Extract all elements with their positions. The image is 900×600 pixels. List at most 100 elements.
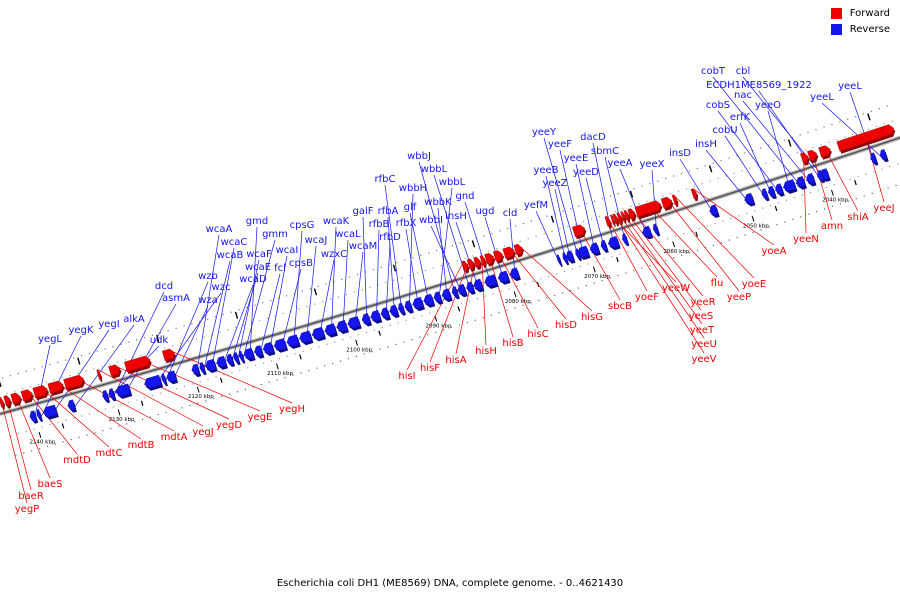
gene-label[interactable]: wbbH	[399, 183, 427, 194]
gene-wzc[interactable]	[144, 374, 162, 389]
gene-rfbB[interactable]	[370, 309, 382, 322]
gene-label[interactable]: yegH	[279, 404, 305, 415]
gene-label[interactable]: yeeA	[607, 158, 632, 169]
gene-cobT[interactable]	[795, 176, 806, 188]
gene-wcaB[interactable]	[199, 362, 206, 373]
gene-hisC[interactable]	[492, 250, 503, 262]
gene-erfK[interactable]	[768, 185, 776, 197]
gene-alkA[interactable]	[67, 399, 76, 411]
gene-hisB[interactable]	[484, 252, 495, 265]
gene-hisF[interactable]	[466, 258, 475, 270]
gene-mdtA[interactable]	[63, 374, 85, 390]
gene-label[interactable]: cpsG	[290, 220, 315, 231]
gene-insH[interactable]	[473, 278, 484, 291]
gene-label[interactable]: wbbI	[419, 215, 443, 226]
gene-wbbL[interactable]	[433, 291, 442, 303]
gene-wcaM[interactable]	[347, 316, 361, 329]
gene-gmm[interactable]	[239, 350, 245, 362]
gene-label[interactable]: yeeP	[727, 292, 751, 303]
gene-yeeS[interactable]	[623, 210, 629, 221]
gene-label[interactable]: yegJ	[192, 427, 213, 438]
gene-label[interactable]: wcaB	[217, 250, 244, 261]
gene-shiA[interactable]	[818, 145, 831, 158]
gene-yoeF[interactable]	[604, 215, 611, 227]
gene-fcl[interactable]	[254, 345, 264, 357]
gene-label[interactable]: udk	[150, 335, 169, 346]
gene-label[interactable]: yeeB	[533, 165, 558, 176]
gene-wzb[interactable]	[161, 373, 167, 384]
gene-yeeA[interactable]	[641, 225, 652, 238]
gene-label[interactable]: wcaC	[221, 237, 248, 248]
gene-wzxC[interactable]	[311, 326, 325, 340]
gene-label[interactable]: hisC	[527, 329, 548, 340]
gene-mdtD[interactable]	[20, 389, 33, 402]
gene-label[interactable]: yeeO	[755, 100, 781, 111]
gene-insD[interactable]	[709, 204, 719, 216]
gene-yegE[interactable]	[124, 355, 151, 372]
gene-wcaI[interactable]	[262, 341, 275, 354]
gene-glf[interactable]	[423, 293, 435, 306]
gene-label[interactable]: wbbJ	[407, 151, 431, 162]
gene-yeeN[interactable]	[800, 152, 809, 164]
gene-hisH[interactable]	[479, 255, 486, 266]
gene-label[interactable]: baeR	[18, 491, 44, 502]
gene-mdtC[interactable]	[32, 385, 48, 399]
gene-label[interactable]: flu	[711, 278, 724, 289]
gene-label[interactable]: alkA	[123, 314, 145, 325]
gene-label[interactable]: yeeW	[662, 283, 690, 294]
gene-dacD[interactable]	[607, 236, 620, 249]
gene-wcaA[interactable]	[191, 363, 200, 375]
gene-yeeY[interactable]	[575, 248, 581, 259]
gene-label[interactable]: rfbX	[396, 218, 417, 229]
gene-label[interactable]: dcd	[155, 281, 173, 292]
gene-sbmC[interactable]	[622, 233, 629, 245]
gene-label[interactable]: gnd	[455, 191, 474, 202]
gene-yeeZ[interactable]	[565, 250, 575, 262]
gene-label[interactable]: wzb	[198, 271, 218, 282]
gene-label[interactable]: yegE	[248, 412, 273, 423]
gene-yeeU[interactable]	[616, 212, 622, 223]
gene-wcaC[interactable]	[205, 358, 217, 371]
gene-label[interactable]: yeeS	[689, 311, 714, 322]
gene-label[interactable]: yeeN	[793, 234, 819, 245]
gene-label[interactable]: baeS	[38, 479, 63, 490]
gene-nac[interactable]	[806, 172, 816, 185]
gene-cpsG[interactable]	[286, 334, 300, 347]
gene-label[interactable]: yeeL	[810, 92, 834, 103]
gene-label[interactable]: rfbC	[375, 174, 396, 185]
gene-label[interactable]: wcaI	[276, 245, 299, 256]
gene-baeR[interactable]	[3, 395, 11, 407]
gene-amn[interactable]	[807, 149, 818, 162]
gene-wcaL[interactable]	[336, 319, 348, 332]
gene-yegI[interactable]	[43, 404, 58, 418]
gene-sbcB[interactable]	[572, 224, 586, 237]
gene-label[interactable]: wbbL	[439, 177, 466, 188]
gene-label[interactable]: wcaL	[335, 229, 361, 240]
gene-label[interactable]: wcaK	[323, 216, 350, 227]
gene-label[interactable]: yegP	[15, 504, 39, 515]
gene-yeeP[interactable]	[660, 196, 673, 209]
gene-label[interactable]: ECDH1ME8569_1922	[706, 80, 812, 91]
gene-gmd[interactable]	[243, 347, 255, 360]
gene-yoeE[interactable]	[671, 194, 678, 206]
gene-label[interactable]: hisF	[420, 363, 440, 374]
gene-label[interactable]: yeeR	[690, 297, 715, 308]
gene-yeeX[interactable]	[653, 223, 660, 235]
gene-label[interactable]: gmm	[262, 229, 288, 240]
gene-wcaJ[interactable]	[299, 330, 313, 343]
gene-rfbD[interactable]	[380, 307, 390, 319]
gene-label[interactable]: wcaD	[239, 274, 267, 285]
gene-label[interactable]: nac	[734, 90, 752, 101]
gene-udk[interactable]	[102, 390, 109, 401]
gene-yeeW[interactable]	[610, 214, 615, 225]
gene-label[interactable]: wcaA	[206, 224, 233, 235]
gene-label[interactable]: mdtA	[161, 432, 188, 443]
gene-yeeT[interactable]	[620, 211, 626, 222]
gene-hisA[interactable]	[473, 256, 481, 268]
gene-hisI[interactable]	[461, 260, 469, 272]
gene-label[interactable]: hisD	[555, 320, 577, 331]
gene-label[interactable]: rfbA	[378, 206, 399, 217]
gene-label[interactable]: wcaJ	[305, 235, 328, 246]
gene-label[interactable]: cld	[503, 208, 518, 219]
gene-yeeB[interactable]	[562, 252, 568, 263]
